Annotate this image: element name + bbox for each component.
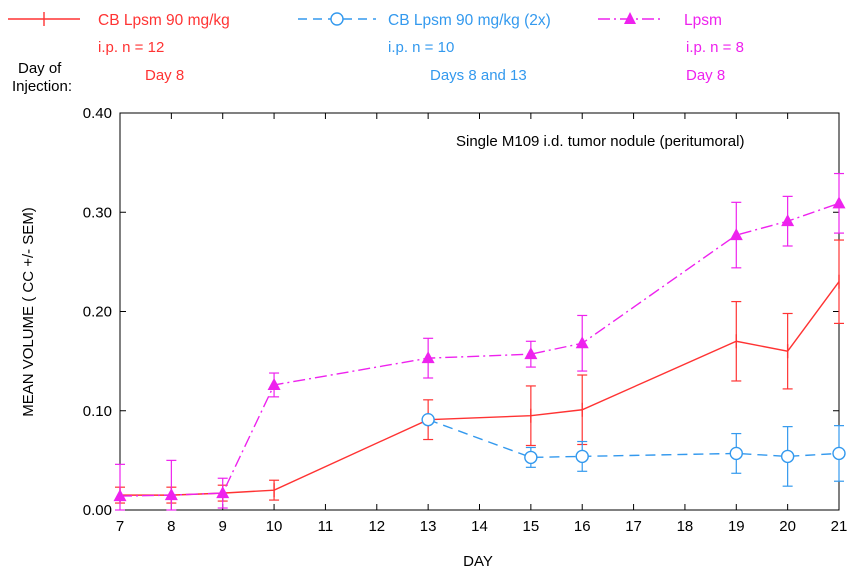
x-tick-label: 18	[677, 518, 694, 535]
data-point	[729, 228, 743, 241]
plot-area: 7 8 9 10 11 12 13 14 15 16 17 18 19 20 21 0.00 0.10 0.20…	[83, 105, 848, 535]
x-tick-label: 11	[318, 518, 334, 535]
legend-marker-1	[330, 12, 344, 26]
x-tick-label: 13	[420, 518, 437, 535]
series-1	[421, 412, 846, 487]
legend-series-0-line1: i.p. n = 12	[98, 39, 164, 56]
x-axis-label: DAY	[463, 553, 493, 570]
series-0-line	[120, 281, 840, 496]
legend-series-1-name: CB Lpsm 90 mg/kg (2x)	[388, 12, 551, 29]
chart-annotation: Single M109 i.d. tumor nodule (peritumor…	[456, 133, 744, 150]
y-axis-label: MEAN VOLUME ( CC +/- SEM)	[20, 207, 37, 417]
data-point	[832, 446, 846, 461]
series-0	[115, 239, 844, 504]
data-point	[421, 351, 435, 364]
x-tick-label: 19	[728, 518, 745, 535]
legend-marker-2	[624, 12, 636, 24]
data-point	[729, 446, 743, 461]
series-2-line	[119, 202, 840, 497]
y-tick-label: 0.20	[83, 304, 112, 321]
x-tick-label: 20	[779, 518, 796, 535]
x-ticks: 7 8 9 10 11 12 13 14 15 16 17 18 19 20 21	[116, 113, 848, 535]
legend-heading-line-1: Day of	[18, 60, 62, 77]
data-point	[421, 412, 435, 427]
data-point	[164, 488, 178, 501]
series-layer	[113, 172, 846, 511]
series-1-line	[427, 419, 840, 459]
legend-series-2-name: Lpsm	[684, 12, 722, 29]
y-tick-label: 0.10	[83, 403, 112, 420]
x-tick-label: 12	[368, 518, 385, 535]
series-2	[113, 172, 846, 511]
y-ticks: 0.00 0.10 0.20 0.30 0.40	[83, 105, 839, 519]
legend-series-2-line2: Day 8	[686, 67, 725, 84]
data-point	[575, 449, 589, 464]
data-point	[832, 196, 846, 209]
x-tick-label: 21	[831, 518, 848, 535]
data-point	[267, 377, 281, 390]
y-tick-label: 0.40	[83, 105, 112, 122]
legend-heading: Day of Injection:	[12, 60, 72, 95]
x-tick-label: 16	[574, 518, 591, 535]
x-tick-label: 17	[625, 518, 642, 535]
x-tick-label: 7	[116, 518, 124, 535]
data-point	[524, 450, 538, 465]
x-tick-label: 8	[167, 518, 175, 535]
data-point	[780, 449, 795, 464]
x-tick-label: 15	[523, 518, 540, 535]
data-point	[781, 214, 795, 227]
legend: CB Lpsm 90 mg/kg i.p. n = 12 Day 8 CB Lp…	[8, 12, 744, 95]
legend-series-0-line2: Day 8	[145, 67, 184, 84]
x-tick-label: 10	[266, 518, 283, 535]
x-tick-label: 9	[219, 518, 227, 535]
legend-series-2-line1: i.p. n = 8	[686, 39, 744, 56]
legend-series-1-line2: Days 8 and 13	[430, 67, 527, 84]
x-tick-label: 14	[471, 518, 488, 535]
legend-series-1-line1: i.p. n = 10	[388, 39, 454, 56]
y-tick-label: 0.00	[83, 502, 112, 519]
y-tick-label: 0.30	[83, 204, 112, 221]
data-point	[113, 489, 127, 502]
legend-series-0-name: CB Lpsm 90 mg/kg	[98, 12, 230, 29]
data-point	[524, 347, 538, 360]
data-point	[216, 486, 230, 499]
data-point	[575, 336, 589, 349]
legend-heading-line-2: Injection:	[12, 78, 72, 95]
